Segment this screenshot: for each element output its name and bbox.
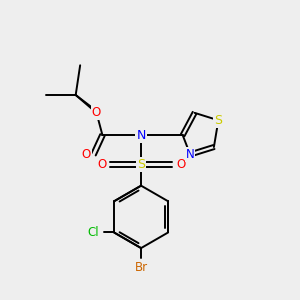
Text: N: N [186, 148, 194, 161]
Text: O: O [92, 106, 101, 119]
Text: O: O [97, 158, 106, 171]
Text: S: S [137, 158, 145, 171]
Text: N: N [136, 129, 146, 142]
Text: O: O [176, 158, 185, 171]
Text: S: S [214, 114, 222, 127]
Text: Cl: Cl [87, 226, 99, 239]
Text: O: O [82, 148, 91, 161]
Text: Br: Br [134, 261, 148, 274]
